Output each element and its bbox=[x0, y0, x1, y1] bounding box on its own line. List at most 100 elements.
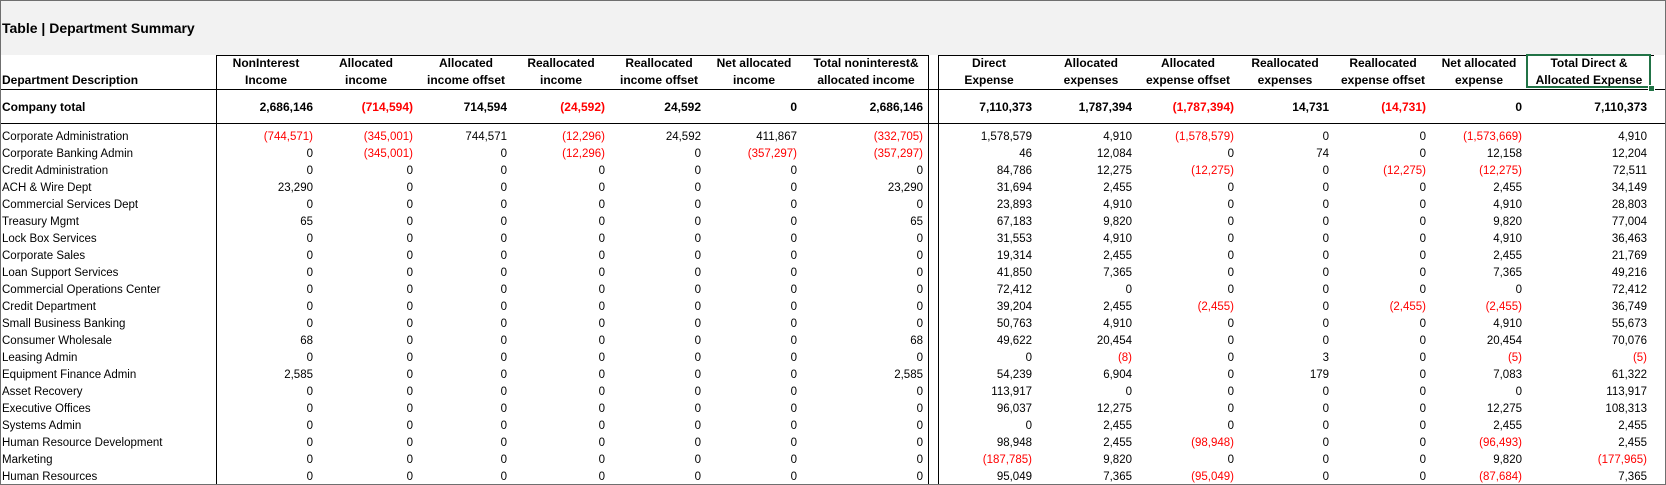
value-cell[interactable]: 72,412 bbox=[996, 284, 1032, 296]
value-cell[interactable]: 72,511 bbox=[1612, 165, 1647, 177]
value-cell[interactable]: (2,455) bbox=[1197, 301, 1234, 313]
value-cell[interactable]: 0 bbox=[916, 420, 923, 432]
value-cell[interactable]: 0 bbox=[1322, 318, 1329, 330]
value-cell[interactable]: 55,673 bbox=[1611, 318, 1647, 330]
value-cell[interactable]: 0 bbox=[500, 148, 507, 160]
value-cell[interactable]: 0 bbox=[406, 386, 413, 398]
value-cell[interactable]: 0 bbox=[1227, 148, 1234, 160]
value-cell[interactable]: 0 bbox=[1419, 199, 1426, 211]
value-cell[interactable]: 7,110,373 bbox=[979, 100, 1032, 114]
department-name-cell[interactable]: Treasury Mgmt bbox=[2, 216, 79, 228]
value-cell[interactable]: 0 bbox=[598, 403, 605, 415]
value-cell[interactable]: 0 bbox=[500, 216, 507, 228]
value-cell[interactable]: 0 bbox=[1322, 437, 1329, 449]
value-cell[interactable]: 0 bbox=[1227, 420, 1234, 432]
value-cell[interactable]: 65 bbox=[300, 216, 313, 228]
value-cell[interactable]: 0 bbox=[1125, 284, 1132, 296]
department-name-cell[interactable]: Human Resource Development bbox=[2, 437, 163, 449]
value-cell[interactable]: 0 bbox=[790, 318, 797, 330]
value-cell[interactable]: 0 bbox=[916, 233, 923, 245]
value-cell[interactable]: 0 bbox=[500, 454, 507, 466]
value-cell[interactable]: 41,850 bbox=[996, 267, 1032, 279]
value-cell[interactable]: 0 bbox=[406, 165, 413, 177]
value-cell[interactable]: 0 bbox=[306, 250, 313, 262]
value-cell[interactable]: 0 bbox=[1322, 454, 1329, 466]
value-cell[interactable]: (332,705) bbox=[873, 131, 923, 143]
value-cell[interactable]: 0 bbox=[790, 182, 797, 194]
value-cell[interactable]: 12,275 bbox=[1486, 403, 1522, 415]
value-cell[interactable]: 2,455 bbox=[1618, 437, 1647, 449]
value-cell[interactable]: 0 bbox=[790, 100, 797, 114]
value-cell[interactable]: (1,787,394) bbox=[1172, 100, 1234, 114]
department-name-cell[interactable]: Marketing bbox=[2, 454, 53, 466]
value-cell[interactable]: 0 bbox=[1419, 437, 1426, 449]
value-cell[interactable]: 20,454 bbox=[1096, 335, 1132, 347]
value-cell[interactable]: 0 bbox=[916, 267, 923, 279]
value-cell[interactable]: 0 bbox=[500, 165, 507, 177]
value-cell[interactable]: 0 bbox=[306, 267, 313, 279]
value-cell[interactable]: 0 bbox=[1227, 335, 1234, 347]
value-cell[interactable]: 0 bbox=[306, 471, 313, 483]
value-cell[interactable]: 68 bbox=[300, 335, 313, 347]
value-cell[interactable]: (12,275) bbox=[1383, 165, 1426, 177]
value-cell[interactable]: 98,948 bbox=[996, 437, 1032, 449]
value-cell[interactable]: 54,239 bbox=[996, 369, 1032, 381]
value-cell[interactable]: 0 bbox=[694, 284, 701, 296]
value-cell[interactable]: 0 bbox=[598, 301, 605, 313]
value-cell[interactable]: 0 bbox=[1419, 403, 1426, 415]
value-cell[interactable]: 68 bbox=[910, 335, 923, 347]
value-cell[interactable]: 0 bbox=[598, 386, 605, 398]
value-cell[interactable]: 0 bbox=[694, 335, 701, 347]
header-net-allocated-expense[interactable]: Net allocated expense bbox=[1429, 55, 1529, 89]
value-cell[interactable]: 0 bbox=[790, 267, 797, 279]
value-cell[interactable]: 0 bbox=[916, 199, 923, 211]
value-cell[interactable]: 0 bbox=[694, 165, 701, 177]
value-cell[interactable]: 0 bbox=[1322, 301, 1329, 313]
value-cell[interactable]: 0 bbox=[1025, 420, 1032, 432]
value-cell[interactable]: 0 bbox=[694, 471, 701, 483]
value-cell[interactable]: 0 bbox=[598, 420, 605, 432]
value-cell[interactable]: 0 bbox=[694, 250, 701, 262]
value-cell[interactable]: 0 bbox=[790, 199, 797, 211]
value-cell[interactable]: 0 bbox=[406, 352, 413, 364]
value-cell[interactable]: 0 bbox=[694, 420, 701, 432]
value-cell[interactable]: (187,785) bbox=[982, 454, 1032, 466]
value-cell[interactable]: 12,158 bbox=[1486, 148, 1522, 160]
value-cell[interactable]: 49,622 bbox=[996, 335, 1032, 347]
value-cell[interactable]: 0 bbox=[406, 454, 413, 466]
value-cell[interactable]: 0 bbox=[1515, 386, 1522, 398]
value-cell[interactable]: (357,297) bbox=[747, 148, 797, 160]
value-cell[interactable]: 0 bbox=[500, 318, 507, 330]
value-cell[interactable]: 0 bbox=[598, 318, 605, 330]
value-cell[interactable]: 0 bbox=[1227, 369, 1234, 381]
value-cell[interactable]: 0 bbox=[1419, 267, 1426, 279]
value-cell[interactable]: 0 bbox=[598, 369, 605, 381]
value-cell[interactable]: 2,686,146 bbox=[869, 100, 923, 114]
value-cell[interactable]: 113,917 bbox=[1606, 386, 1647, 398]
value-cell[interactable]: 9,820 bbox=[1493, 454, 1522, 466]
value-cell[interactable]: 0 bbox=[1025, 352, 1032, 364]
value-cell[interactable]: 36,749 bbox=[1611, 301, 1647, 313]
value-cell[interactable]: 2,455 bbox=[1103, 250, 1132, 262]
value-cell[interactable]: 2,455 bbox=[1103, 182, 1132, 194]
value-cell[interactable]: 34,149 bbox=[1611, 182, 1647, 194]
value-cell[interactable]: 31,553 bbox=[996, 233, 1032, 245]
value-cell[interactable]: 0 bbox=[694, 216, 701, 228]
value-cell[interactable]: 4,910 bbox=[1103, 131, 1132, 143]
header-department-description[interactable]: Department Description bbox=[2, 73, 139, 87]
department-name-cell[interactable]: Equipment Finance Admin bbox=[2, 369, 137, 381]
value-cell[interactable]: 7,365 bbox=[1103, 267, 1132, 279]
department-name-cell[interactable]: Leasing Admin bbox=[2, 352, 78, 364]
header-allocated-expense-offset[interactable]: Allocated expense offset bbox=[1138, 55, 1238, 89]
value-cell[interactable]: 0 bbox=[1227, 267, 1234, 279]
value-cell[interactable]: 0 bbox=[1419, 454, 1426, 466]
value-cell[interactable]: 84,786 bbox=[996, 165, 1032, 177]
value-cell[interactable]: 0 bbox=[694, 403, 701, 415]
value-cell[interactable]: 0 bbox=[406, 437, 413, 449]
value-cell[interactable]: 70,076 bbox=[1611, 335, 1647, 347]
value-cell[interactable]: 0 bbox=[694, 386, 701, 398]
value-cell[interactable]: 36,463 bbox=[1611, 233, 1647, 245]
department-name-cell[interactable]: Asset Recovery bbox=[2, 386, 83, 398]
value-cell[interactable]: 0 bbox=[1322, 131, 1329, 143]
value-cell[interactable]: 14,731 bbox=[1292, 100, 1329, 114]
